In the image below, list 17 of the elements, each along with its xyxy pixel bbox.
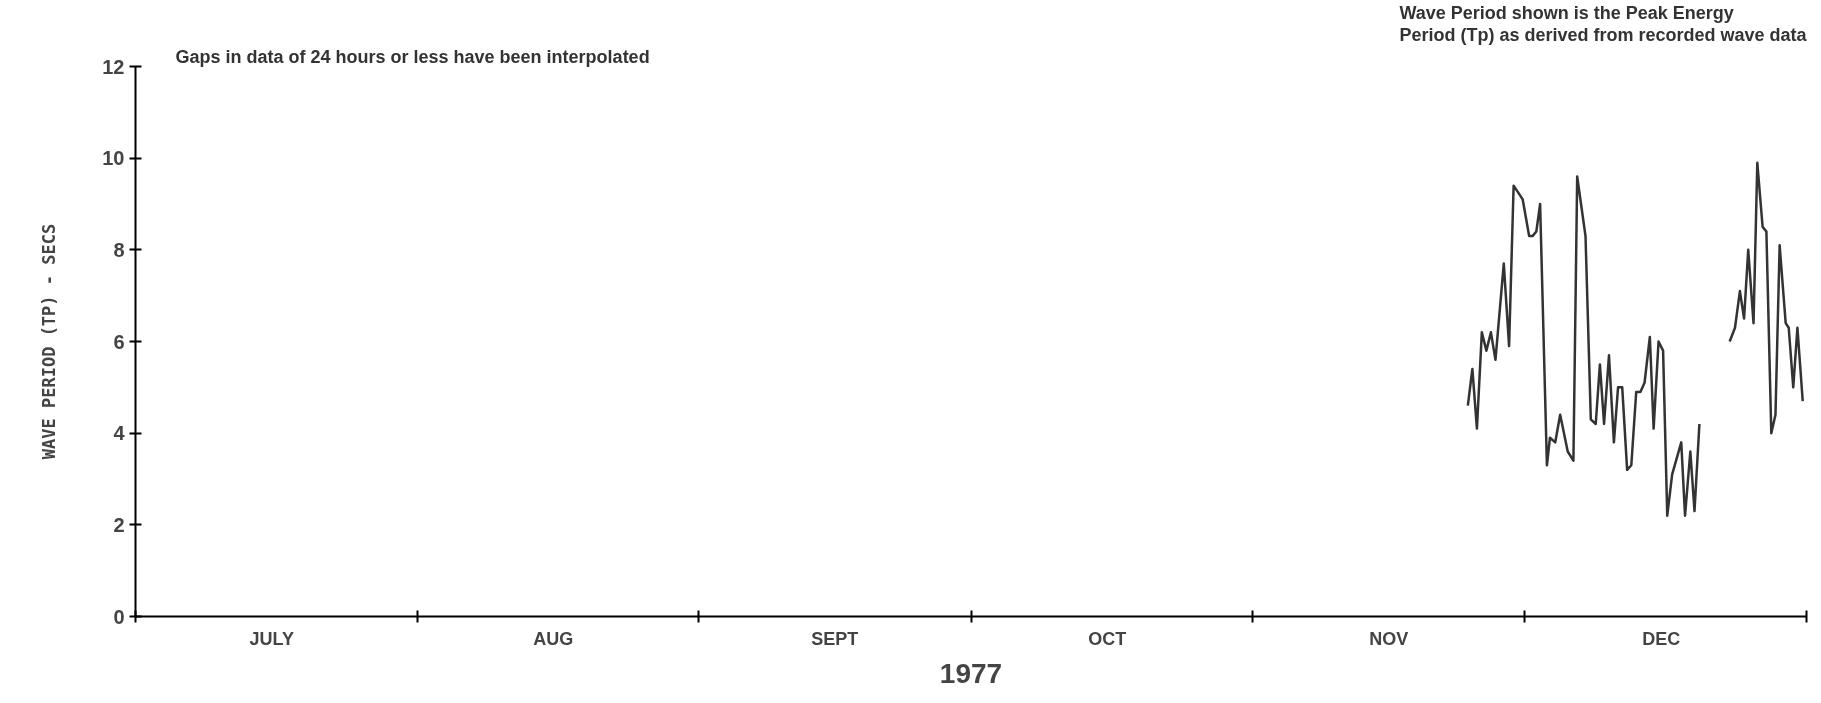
y-tick-label: 2 [113,513,125,536]
x-tick-label: DEC [1642,628,1681,649]
y-tick-label: 10 [102,147,125,170]
x-tick-label: AUG [533,628,574,649]
y-axis-title: WAVE PERIOD (TP) - SECS [39,223,60,460]
x-tick-label: JULY [249,628,294,649]
x-axis-title: 1977 [939,657,1003,689]
y-tick-label: 4 [113,422,126,445]
y-tick-label: 6 [113,330,125,353]
x-tick-label: OCT [1088,628,1127,649]
x-tick-label: NOV [1369,628,1409,649]
y-tick-label: 8 [113,238,125,261]
text: Wave Period shown is the Peak Energy Period (Tp) as derived from recorded wave data [1399,2,1808,45]
y-tick-label: 12 [102,55,125,78]
text: Gaps in data of 24 hours or less have been interpolated [175,46,650,67]
x-tick-label: SEPT [811,628,859,649]
y-tick-label: 0 [113,605,125,628]
